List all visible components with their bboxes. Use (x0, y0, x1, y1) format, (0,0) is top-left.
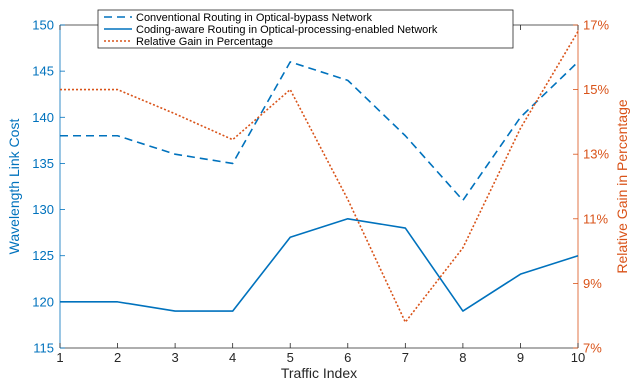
left-y-tick-label: 130 (32, 202, 54, 217)
x-tick-label: 2 (114, 350, 121, 365)
series-layer (60, 31, 579, 323)
left-y-tick-label: 140 (32, 110, 54, 125)
x-tick-label: 8 (459, 350, 466, 365)
plot-area (60, 25, 578, 348)
legend-label-coding-aware: Coding-aware Routing in Optical-processi… (136, 24, 438, 36)
left-y-tick-label: 125 (32, 248, 54, 263)
legend-box (97, 9, 514, 49)
x-tick-label: 9 (517, 350, 524, 365)
left-y-tick-label: 150 (32, 18, 54, 33)
x-tick-label: 3 (171, 350, 178, 365)
left-y-axis-title: Wavelength Link Cost (6, 119, 22, 255)
left-y-tick-label: 120 (32, 294, 54, 309)
x-tick-label: 1 (56, 350, 63, 365)
left-y-tick-label: 135 (32, 156, 54, 171)
right-y-tick-label: 13% (583, 147, 609, 162)
right-y-tick-label: 15% (583, 82, 609, 97)
series-line-2 (60, 31, 579, 323)
axes: 1 2 3 4 5 6 7 8 9 10 115 120 125 130 135 140 145 150 7% 9% 1… (32, 18, 609, 366)
left-y-tick-label: 115 (33, 341, 54, 356)
left-y-tick-label: 145 (32, 64, 54, 79)
right-y-tick-label: 17% (583, 18, 609, 33)
x-tick-label: 10 (571, 350, 585, 365)
x-tick-label: 5 (287, 350, 294, 365)
x-tick-label: 7 (402, 350, 409, 365)
right-y-axis-title: Relative Gain in Percentage (614, 99, 630, 274)
legend-label-relative-gain: Relative Gain in Percentage (136, 36, 273, 48)
right-y-tick-label: 7% (583, 341, 602, 356)
legend-label-conventional: Conventional Routing in Optical-bypass N… (136, 12, 373, 24)
right-y-tick-label: 11% (583, 211, 608, 226)
series-line-1 (60, 218, 579, 312)
x-tick-label: 4 (229, 350, 236, 365)
x-tick-label: 6 (344, 350, 351, 365)
x-axis-title: Traffic Index (281, 365, 357, 381)
legend: Conventional Routing in Optical-bypass N… (97, 9, 514, 49)
right-y-tick-label: 9% (583, 276, 602, 291)
